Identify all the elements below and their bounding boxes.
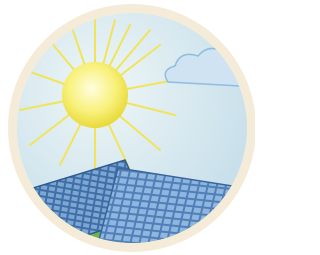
page [0,0,255,255]
sun [62,62,128,128]
solar-illustration [0,0,255,255]
